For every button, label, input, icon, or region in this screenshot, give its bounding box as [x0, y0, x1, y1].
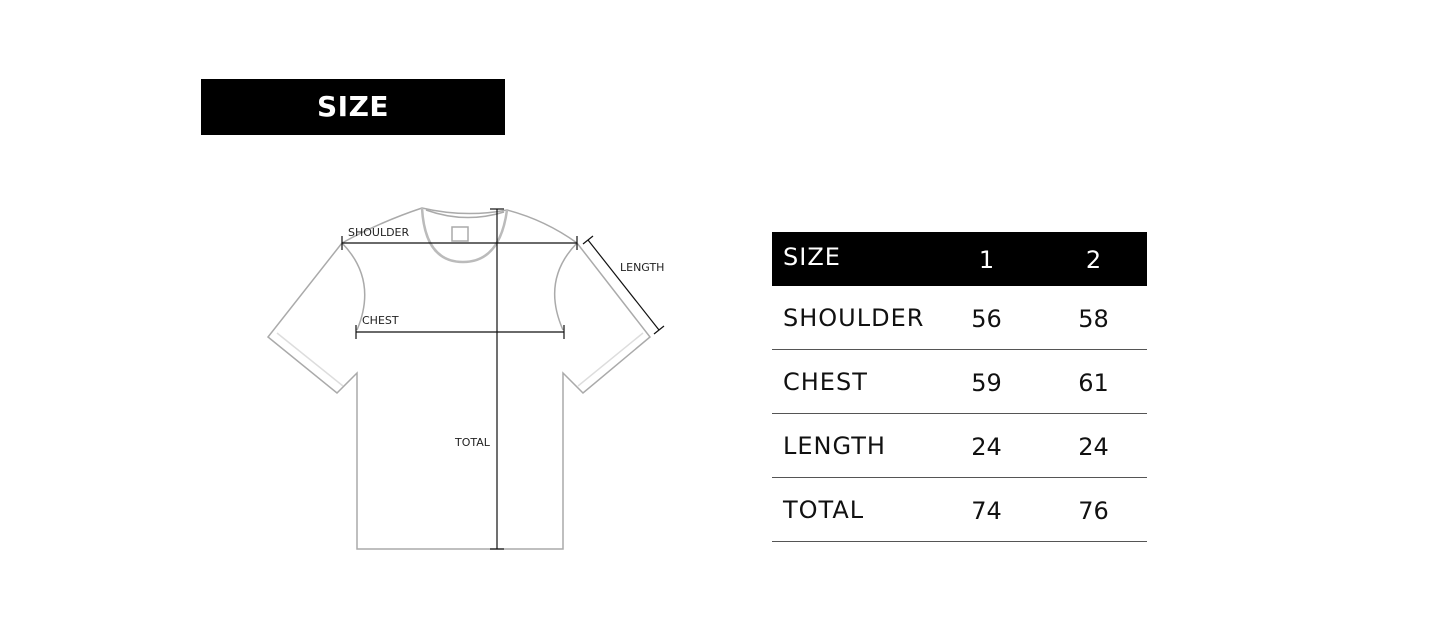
row-label: SHOULDER: [772, 286, 933, 350]
shoulder-label: SHOULDER: [348, 226, 410, 239]
length-label: LENGTH: [620, 261, 664, 274]
page-title: SIZE INFORMATION: [201, 79, 505, 179]
cell-value: 76: [1040, 477, 1147, 542]
row-label: LENGTH: [772, 413, 933, 478]
size-table: SIZE 1 2 SHOULDER 56 58 CHEST 59 61 LENG…: [772, 232, 1147, 542]
table-row: SHOULDER 56 58: [772, 286, 1147, 350]
header-size: SIZE: [772, 232, 933, 286]
table-row: CHEST 59 61: [772, 349, 1147, 414]
header-size-1: 1: [933, 232, 1040, 286]
chest-label: CHEST: [362, 314, 399, 327]
table-row: LENGTH 24 24: [772, 413, 1147, 478]
row-label: TOTAL: [772, 477, 933, 542]
cell-value: 59: [933, 349, 1040, 414]
tshirt-outline: [266, 207, 652, 550]
row-label: CHEST: [772, 349, 933, 414]
header-size-2: 2: [1040, 232, 1147, 286]
cell-value: 24: [1040, 413, 1147, 478]
cell-value: 61: [1040, 349, 1147, 414]
table-row: TOTAL 74 76: [772, 477, 1147, 542]
measure-lines: [341, 208, 665, 550]
cell-value: 74: [933, 477, 1040, 542]
cell-value: 58: [1040, 286, 1147, 350]
table-header-row: SIZE 1 2: [772, 232, 1147, 286]
total-label: TOTAL: [454, 436, 491, 449]
cell-value: 56: [933, 286, 1040, 350]
cell-value: 24: [933, 413, 1040, 478]
